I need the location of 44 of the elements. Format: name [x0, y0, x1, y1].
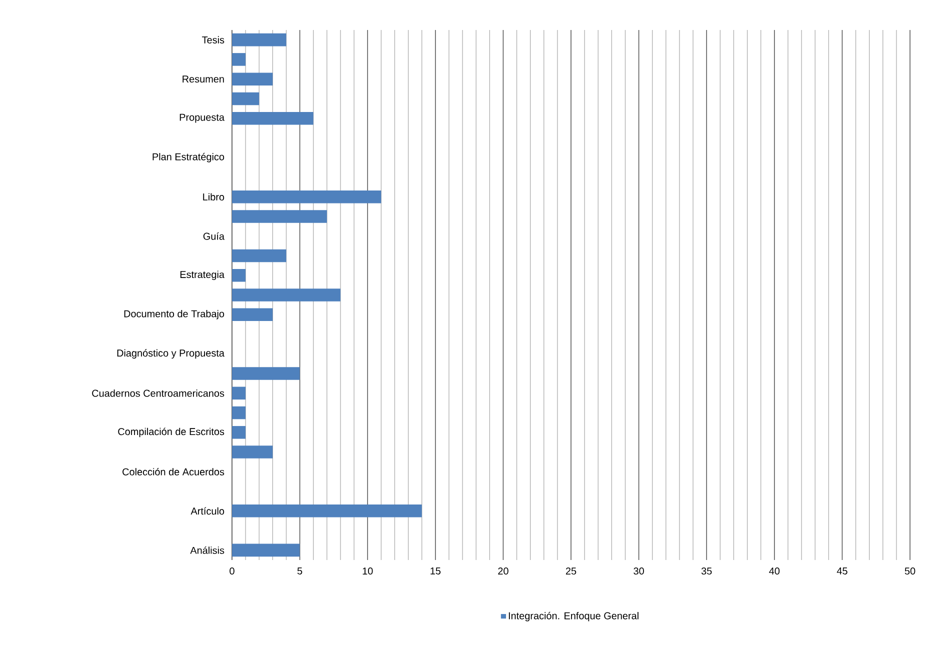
y-tick-label: Tesis	[202, 36, 224, 44]
x-tick-label: 25	[566, 568, 576, 575]
x-tick-label: 35	[701, 568, 712, 575]
bar	[232, 92, 260, 106]
y-tick-label: Plan Estratégico	[152, 152, 224, 162]
x-tick-label: 40	[769, 568, 780, 575]
y-tick-label: Estrategia	[180, 270, 224, 280]
x-tick-label: 0	[230, 568, 234, 575]
x-tick-label: 10	[362, 568, 373, 575]
y-tick-label: Libro	[203, 193, 224, 201]
x-tick-label: 30	[634, 568, 644, 575]
bar	[232, 406, 246, 420]
legend-label: Integración. Enfoque General	[508, 612, 638, 622]
bar	[232, 446, 273, 458]
y-tick-label: Compilación de Escritos	[118, 428, 224, 438]
bar	[232, 504, 422, 518]
y-tick-label: Guía	[203, 232, 225, 240]
y-tick-label: Artículo	[190, 507, 224, 515]
x-tick-label: 5	[297, 568, 302, 574]
bar	[232, 426, 246, 439]
bar	[232, 72, 273, 86]
x-tick-label: 15	[430, 568, 441, 574]
bar	[232, 190, 382, 204]
bar	[232, 288, 340, 302]
y-tick-label: Análisis	[190, 546, 224, 554]
bar	[232, 33, 286, 46]
x-tick-label: 50	[904, 568, 916, 575]
y-tick-label: Resumen	[182, 76, 224, 83]
bar	[232, 53, 246, 66]
y-tick-label: Propuesta	[180, 114, 224, 123]
y-tick-label: Cuadernos Centroamericanos	[92, 389, 224, 397]
y-tick-label: Documento de Trabajo	[124, 310, 224, 320]
bar	[232, 112, 314, 125]
bar	[232, 268, 246, 282]
bar	[232, 249, 286, 262]
y-tick-label: Diagnóstico y Propuesta	[117, 349, 224, 359]
bar	[232, 367, 300, 380]
bar	[232, 544, 300, 557]
bar	[232, 308, 273, 322]
x-tick-label: 20	[498, 568, 508, 575]
x-tick-label: 45	[836, 568, 848, 574]
bar	[232, 386, 246, 400]
y-tick-label: Colección de Acuerdos	[122, 468, 224, 476]
bar	[232, 210, 327, 223]
